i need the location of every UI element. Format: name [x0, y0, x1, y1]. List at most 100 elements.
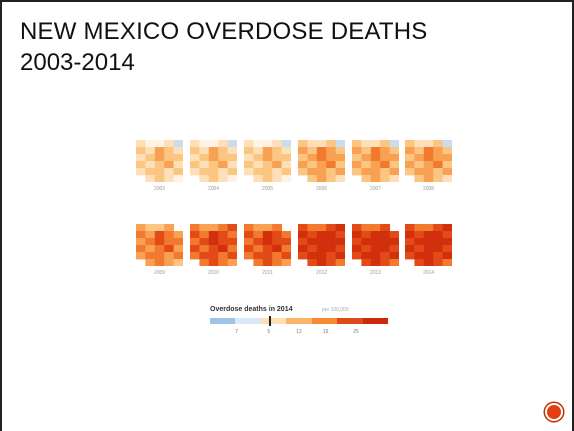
county-block [281, 161, 291, 169]
county-block [173, 140, 183, 147]
county-block [199, 224, 210, 232]
county-block [370, 259, 381, 266]
county-block [423, 252, 434, 260]
county-block [281, 175, 291, 182]
county-block [326, 259, 336, 266]
county-block [154, 245, 165, 253]
county-block [370, 231, 381, 239]
county-block [199, 140, 210, 148]
county-block [307, 252, 318, 260]
county-block [307, 161, 318, 169]
county-block [227, 238, 237, 246]
county-block [361, 231, 372, 239]
legend-color-scale [210, 318, 388, 324]
legend-swatch [286, 318, 312, 324]
county-block [145, 161, 156, 169]
county-block [370, 224, 381, 232]
county-block [380, 238, 390, 246]
county-block [405, 161, 415, 169]
county-block [145, 140, 156, 148]
county-block [218, 154, 228, 162]
county-block [190, 147, 200, 155]
county-block [433, 259, 443, 266]
county-block [253, 161, 264, 169]
county-block [272, 245, 282, 253]
county-block [326, 147, 336, 155]
county-block [227, 147, 237, 155]
county-block [253, 147, 264, 155]
county-block [218, 161, 228, 169]
county-block [173, 161, 183, 169]
county-block [405, 147, 415, 155]
county-block [405, 168, 415, 176]
county-block [423, 147, 434, 155]
county-choropleth [298, 224, 345, 266]
county-choropleth [405, 224, 452, 266]
county-block [262, 252, 273, 260]
county-block [199, 154, 210, 162]
county-block [244, 140, 254, 148]
county-block [298, 161, 308, 169]
county-block [145, 147, 156, 155]
county-choropleth [136, 140, 183, 182]
county-block [352, 140, 362, 148]
county-block [136, 231, 146, 239]
county-block [281, 231, 291, 239]
county-block [361, 259, 372, 266]
county-block [423, 161, 434, 169]
year-map-2003: 2003 [136, 140, 183, 192]
county-block [272, 224, 282, 232]
county-block [262, 140, 273, 148]
county-block [380, 252, 390, 260]
circle-bullet-icon[interactable] [545, 403, 563, 421]
map-year-label: 2013 [369, 270, 382, 276]
county-block [433, 252, 443, 260]
county-block [335, 245, 345, 253]
county-block [335, 231, 345, 239]
county-block [272, 231, 282, 239]
county-block [164, 161, 174, 169]
county-block [208, 175, 219, 182]
county-block [208, 238, 219, 246]
county-block [173, 175, 183, 182]
county-block [389, 161, 399, 169]
county-block [361, 140, 372, 148]
county-choropleth [352, 140, 399, 182]
county-block [218, 231, 228, 239]
county-block [253, 168, 264, 176]
county-block [253, 224, 264, 232]
county-block [136, 168, 146, 176]
county-block [190, 154, 200, 162]
county-block [433, 238, 443, 246]
county-block [227, 175, 237, 182]
county-block [307, 259, 318, 266]
overdose-map-grid: 2003 2004 2005 2006 2007 2008 2009 2010 2011 2012… [136, 140, 452, 296]
county-block [316, 140, 327, 148]
county-block [190, 161, 200, 169]
county-block [244, 231, 254, 239]
county-block [442, 238, 452, 246]
county-block [218, 238, 228, 246]
county-block [307, 147, 318, 155]
county-block [272, 252, 282, 260]
county-block [405, 224, 415, 232]
county-block [253, 259, 264, 266]
county-block [136, 245, 146, 253]
slide-title-line-2: 2003-2014 [20, 49, 135, 76]
county-block [380, 140, 390, 148]
map-year-label: 2003 [153, 186, 166, 192]
county-block [145, 238, 156, 246]
county-block [433, 147, 443, 155]
county-block [298, 154, 308, 162]
county-block [423, 231, 434, 239]
county-block [414, 245, 425, 253]
legend-swatch [362, 318, 388, 324]
county-block [227, 154, 237, 162]
county-block [173, 238, 183, 246]
county-block [253, 175, 264, 182]
year-map-2012: 2012 [298, 224, 345, 276]
county-block [136, 140, 146, 148]
county-block [326, 168, 336, 176]
county-block [335, 224, 345, 232]
county-block [208, 252, 219, 260]
